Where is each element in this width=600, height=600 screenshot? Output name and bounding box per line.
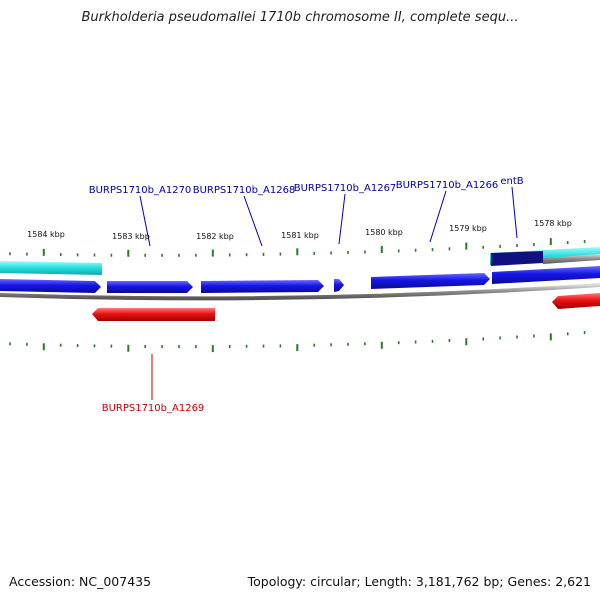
gene-blue-1[interactable] — [0, 279, 101, 293]
cyan-feature-left[interactable] — [0, 261, 102, 275]
gene-red-2[interactable] — [552, 293, 600, 309]
gene-red-1[interactable] — [92, 308, 215, 321]
gene-label-A1270[interactable]: BURPS1710b_A1270 — [89, 185, 192, 196]
map-title: Burkholderia pseudomallei 1710b chromoso… — [81, 10, 519, 25]
kbp-label-1584: 1584 kbp — [27, 230, 65, 239]
kbp-label-1583: 1583 kbp — [112, 232, 150, 241]
gene-label-A1268[interactable]: BURPS1710b_A1268 — [193, 185, 296, 196]
accession-text: Accession: NC_007435 — [9, 574, 152, 589]
kbp-label-1581: 1581 kbp — [281, 231, 319, 240]
gene-label-entB[interactable]: entB — [500, 176, 523, 187]
gene-blue-4[interactable] — [334, 279, 344, 292]
gene-label-A1269[interactable]: BURPS1710b_A1269 — [102, 403, 205, 414]
gene-blue-5[interactable] — [371, 273, 490, 289]
kbp-label-1578: 1578 kbp — [534, 219, 572, 228]
gene-blue-6[interactable] — [492, 266, 600, 284]
reverse-genes — [92, 293, 600, 321]
kbp-label-1582: 1582 kbp — [196, 232, 234, 241]
gene-blue-3[interactable] — [201, 280, 324, 293]
inner-tick-marks — [9, 331, 586, 353]
outer-tick-marks — [9, 238, 586, 257]
topology-summary: Topology: circular; Length: 3,181,762 bp… — [247, 574, 591, 589]
forward-genes — [0, 266, 600, 293]
kbp-tick-labels: 1584 kbp 1583 kbp 1582 kbp 1581 kbp 1580… — [27, 219, 572, 241]
gene-blue-2[interactable] — [107, 281, 193, 293]
gene-entB-block[interactable] — [491, 251, 543, 266]
kbp-label-1580: 1580 kbp — [365, 228, 403, 237]
kbp-label-1579: 1579 kbp — [449, 224, 487, 233]
gene-labels: BURPS1710b_A1270 BURPS1710b_A1268 BURPS1… — [89, 176, 524, 414]
label-leaders — [139, 186, 518, 400]
gene-label-A1267[interactable]: BURPS1710b_A1267 — [294, 183, 397, 194]
gene-label-A1266[interactable]: BURPS1710b_A1266 — [396, 180, 499, 191]
chromosome-backbone — [0, 283, 600, 301]
grey-feature — [543, 254, 600, 264]
